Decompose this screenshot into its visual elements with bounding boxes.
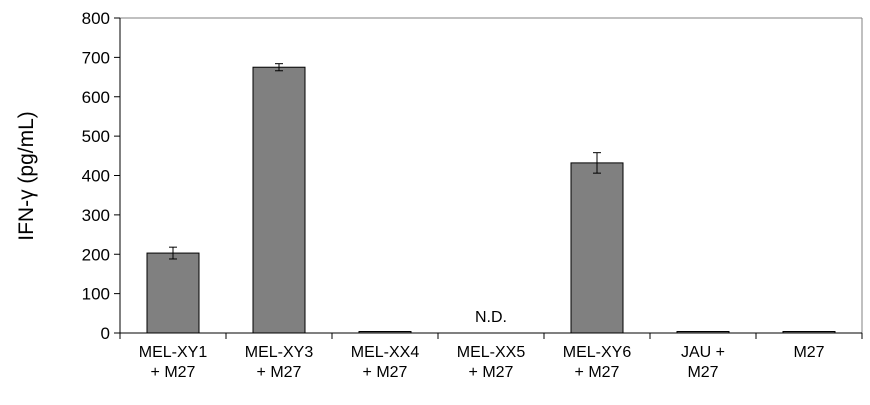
bar-annotation: N.D. (475, 309, 507, 326)
y-tick-label: 800 (82, 9, 110, 28)
x-category-label: MEL-XY3 (245, 344, 314, 361)
bar (252, 66, 306, 334)
y-tick-label: 100 (82, 285, 110, 304)
x-category-label: MEL-XY1 (139, 344, 208, 361)
x-category-label: MEL-XX4 (351, 344, 420, 361)
x-category-label: + M27 (363, 364, 408, 381)
x-category-label: + M27 (151, 364, 196, 381)
y-tick-label: 300 (82, 206, 110, 225)
y-tick-label: 200 (82, 245, 110, 264)
x-category-label: MEL-XX5 (457, 344, 526, 361)
x-category-label: JAU + (681, 344, 725, 361)
x-category-label: M27 (793, 344, 824, 361)
x-category-label: MEL-XY6 (563, 344, 632, 361)
bar (146, 252, 200, 334)
y-axis-title: IFN-γ (pg/mL) (15, 111, 38, 241)
x-category-label: + M27 (469, 364, 514, 381)
x-category-label: + M27 (257, 364, 302, 381)
y-tick-label: 700 (82, 48, 110, 67)
x-category-label: + M27 (575, 364, 620, 381)
x-category-label: M27 (687, 364, 718, 381)
y-tick-label: 600 (82, 88, 110, 107)
y-tick-label: 400 (82, 167, 110, 186)
y-tick-label: 0 (101, 324, 110, 343)
bar (570, 162, 624, 334)
y-tick-label: 500 (82, 127, 110, 146)
